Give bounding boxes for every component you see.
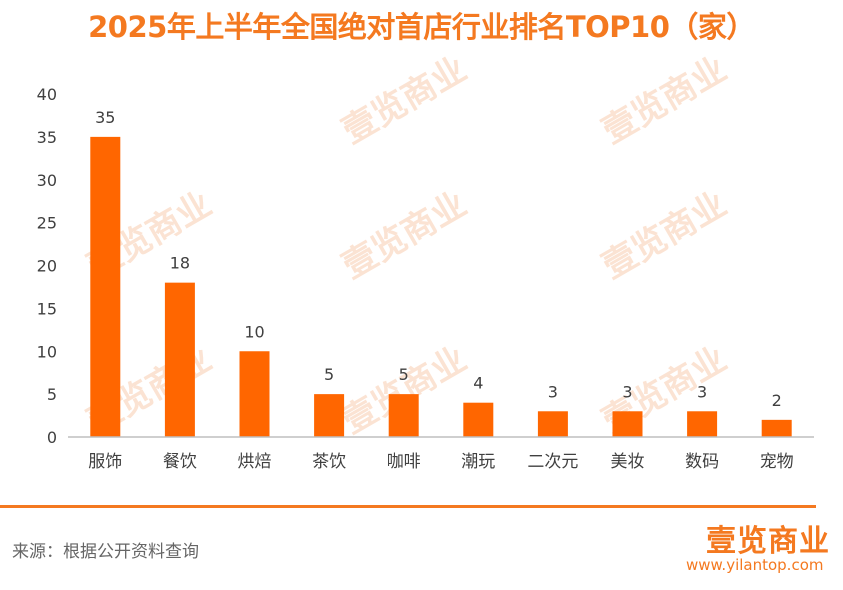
bar [537, 411, 568, 437]
bars: 35 18 10 5 5 4 3 3 3 2 [90, 108, 792, 437]
watermark-text: 壹览商业 [596, 184, 734, 287]
data-label: 2 [772, 391, 782, 410]
y-tick-label: 15 [37, 299, 57, 318]
bar [388, 394, 419, 437]
divider-rule [0, 505, 816, 508]
data-label: 10 [244, 322, 264, 341]
y-tick-label: 5 [47, 385, 57, 404]
y-tick-label: 10 [37, 342, 57, 361]
bar [687, 411, 718, 437]
x-tick-label: 数码 [685, 452, 719, 472]
data-label: 3 [622, 382, 632, 401]
bar [239, 351, 270, 437]
data-label: 3 [548, 382, 558, 401]
y-tick-label: 0 [47, 428, 57, 447]
data-label: 3 [697, 382, 707, 401]
brand-logo: 壹览商业 [706, 524, 830, 559]
bar [164, 282, 195, 437]
x-axis: 服饰 餐饮 烘焙 茶饮 咖啡 潮玩 二次元 美妆 数码 宠物 [68, 436, 814, 472]
x-tick-label: 二次元 [527, 452, 578, 472]
x-tick-label: 餐饮 [163, 452, 197, 472]
bar [314, 394, 345, 437]
watermark-text: 壹览商业 [596, 49, 734, 152]
y-tick-label: 40 [37, 85, 57, 104]
x-tick-label: 美妆 [611, 452, 645, 472]
y-tick-label: 35 [37, 128, 57, 147]
data-label: 35 [95, 108, 115, 127]
chart-title: 2025年上半年全国绝对首店行业排名TOP10（家） [88, 10, 755, 44]
x-tick-label: 茶饮 [312, 452, 346, 472]
bar [90, 136, 121, 437]
data-label: 18 [170, 254, 190, 273]
brand-url: www.yilantop.com [686, 556, 824, 574]
y-tick-label: 20 [37, 257, 57, 276]
watermark-text: 壹览商业 [336, 184, 474, 287]
x-tick-label: 潮玩 [461, 452, 495, 472]
data-label: 4 [473, 374, 483, 393]
x-tick-label: 服饰 [88, 452, 122, 472]
x-tick-label: 宠物 [760, 452, 794, 472]
x-tick-label: 烘焙 [238, 452, 272, 472]
bar [761, 419, 792, 437]
source-note: 来源：根据公开资料查询 [12, 542, 199, 562]
y-axis: 0 5 10 15 20 25 30 35 40 [37, 85, 57, 447]
y-tick-label: 25 [37, 214, 57, 233]
bar [463, 402, 494, 437]
data-label: 5 [399, 365, 409, 384]
watermark-text: 壹览商业 [336, 49, 474, 152]
y-tick-label: 30 [37, 171, 57, 190]
data-label: 5 [324, 365, 334, 384]
bar [612, 411, 643, 437]
x-tick-label: 咖啡 [387, 452, 421, 472]
